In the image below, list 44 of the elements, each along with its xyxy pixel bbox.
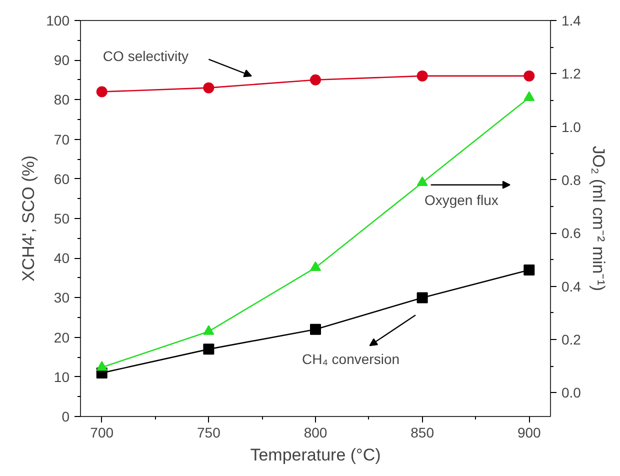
point <box>310 324 321 335</box>
point <box>203 325 214 335</box>
point <box>524 70 535 82</box>
x-tick-label: 800 <box>304 424 328 440</box>
y2-tick-label: 0.6 <box>562 225 582 242</box>
point <box>310 261 321 272</box>
y2-axis-title: JO₂ (ml cm⁻² min⁻¹) <box>588 146 608 292</box>
point <box>96 361 108 371</box>
annotation: CO selectivity <box>102 48 189 64</box>
y2-tick-label: 0.2 <box>562 331 582 348</box>
y2-tick-label: 0.8 <box>562 172 582 188</box>
y2-tick-label: 1.4 <box>562 12 582 28</box>
y2-tick-label: 1.0 <box>562 118 582 135</box>
point <box>416 292 428 304</box>
point <box>203 344 214 355</box>
point <box>203 82 214 94</box>
x-tick-label: 750 <box>197 424 221 440</box>
y-tick-label: 60 <box>54 170 70 187</box>
y-tick-label: 80 <box>54 92 70 108</box>
y-tick-label: 50 <box>54 210 70 226</box>
annotation: CH₄ conversion <box>302 351 400 368</box>
y-tick-label: 70 <box>54 131 70 148</box>
point <box>310 74 321 86</box>
y-tick-label: 90 <box>54 52 70 68</box>
point <box>524 91 535 101</box>
x-axis-title: Temperature (°C) <box>250 446 381 464</box>
point <box>524 264 535 276</box>
x-tick-label: 700 <box>90 424 114 440</box>
y-tick-label: 0 <box>62 408 70 424</box>
y-tick-label: 100 <box>46 12 70 28</box>
y-axis-title: XCH4', SCO (%) <box>19 155 38 282</box>
x-tick-label: 900 <box>517 424 542 440</box>
y-tick-label: 40 <box>54 250 70 266</box>
y-tick-label: 20 <box>54 329 70 346</box>
y2-tick-label: 0.0 <box>562 384 582 401</box>
point <box>416 70 428 82</box>
x-tick-label: 850 <box>410 424 434 440</box>
point <box>96 86 108 98</box>
y2-tick-label: 1.2 <box>562 66 582 82</box>
y-tick-label: 30 <box>54 290 70 306</box>
point <box>416 176 428 186</box>
y2-tick-label: 0.4 <box>562 278 582 294</box>
y-tick-label: 10 <box>54 368 70 385</box>
annotation: Oxygen flux <box>424 192 498 208</box>
